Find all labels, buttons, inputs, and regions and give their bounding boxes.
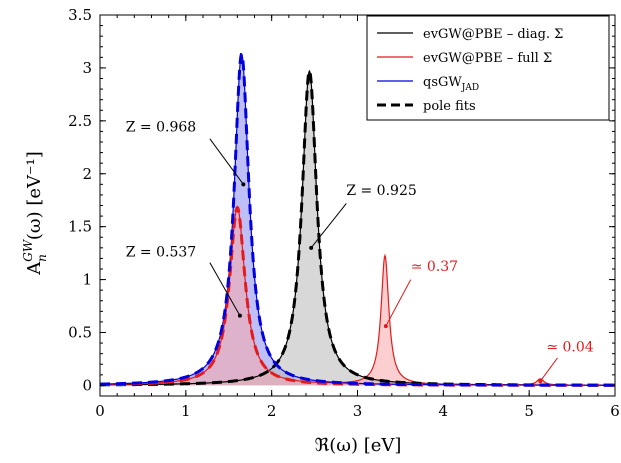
y-tick-label-2: 1	[82, 271, 92, 289]
annotation-label-1: Z = 0.925	[346, 183, 416, 199]
y-tick-label-6: 3	[82, 59, 92, 77]
legend-label-1: evGW@PBE – full Σ	[423, 51, 552, 66]
y-tick-label-4: 2	[82, 165, 92, 183]
legend-label-0: evGW@PBE – diag. Σ	[423, 27, 563, 42]
annotation-leader-3	[385, 279, 412, 327]
x-tick-label-5: 5	[524, 402, 534, 420]
annotation-label-2: Z = 0.537	[126, 244, 196, 260]
y-tick-label-3: 1.5	[68, 218, 92, 236]
y-tick-label-5: 2.5	[68, 112, 92, 130]
annotation-leader-2	[209, 262, 241, 316]
y-axis-title: AGWn(ω) [eV⁻¹]	[21, 151, 49, 276]
annotation-point-4	[538, 379, 543, 384]
annotation-label-0: Z = 0.968	[126, 119, 196, 135]
pole-fit-1	[99, 205, 615, 387]
x-tick-label-4: 4	[439, 402, 449, 420]
pole-fit-lines	[99, 52, 615, 387]
series-fills	[100, 54, 615, 386]
annotation-point-1	[309, 245, 314, 250]
x-tick-label-3: 3	[353, 402, 363, 420]
annotation-leader-1	[310, 203, 347, 249]
x-tick-label-1: 1	[181, 402, 191, 420]
annotation-label-4: ≃ 0.04	[546, 340, 593, 356]
annotation-leader-4	[539, 357, 558, 382]
x-axis-title: ℜ(ω) [eV]	[315, 435, 402, 456]
annotation-point-3	[383, 324, 388, 329]
y-tick-label-7: 3.5	[68, 6, 92, 24]
x-tick-label-2: 2	[267, 402, 277, 420]
annotations: Z = 0.968 Z = 0.925 Z = 0.537 ≃ 0.37 ≃ 0.04	[126, 119, 594, 384]
y-tick-label-0: 0	[82, 376, 92, 394]
pole-fit-2	[99, 52, 615, 387]
legend-label-2: qsGWJAD	[423, 75, 479, 93]
annotation-label-3: ≃ 0.37	[411, 259, 458, 275]
series-line-evgw-pbe-full	[100, 206, 615, 386]
annotation-point-2	[237, 313, 242, 318]
fill-evgw-pbe-full	[100, 207, 615, 386]
x-tick-label-6: 6	[610, 402, 620, 420]
y-tick-label-1: 0.5	[68, 324, 92, 342]
legend-label-3: pole fits	[423, 99, 476, 114]
legend: evGW@PBE – diag. Σ evGW@PBE – full Σ qsGWJ…	[366, 15, 610, 121]
axes: 0 1 2 3 4 5 6 0 0.5 1 1.5 2 2.5 3 3.5	[68, 6, 620, 420]
annotation-point-0	[241, 182, 246, 187]
annotation-leader-0	[209, 138, 244, 185]
x-tick-label-0: 0	[95, 402, 105, 420]
